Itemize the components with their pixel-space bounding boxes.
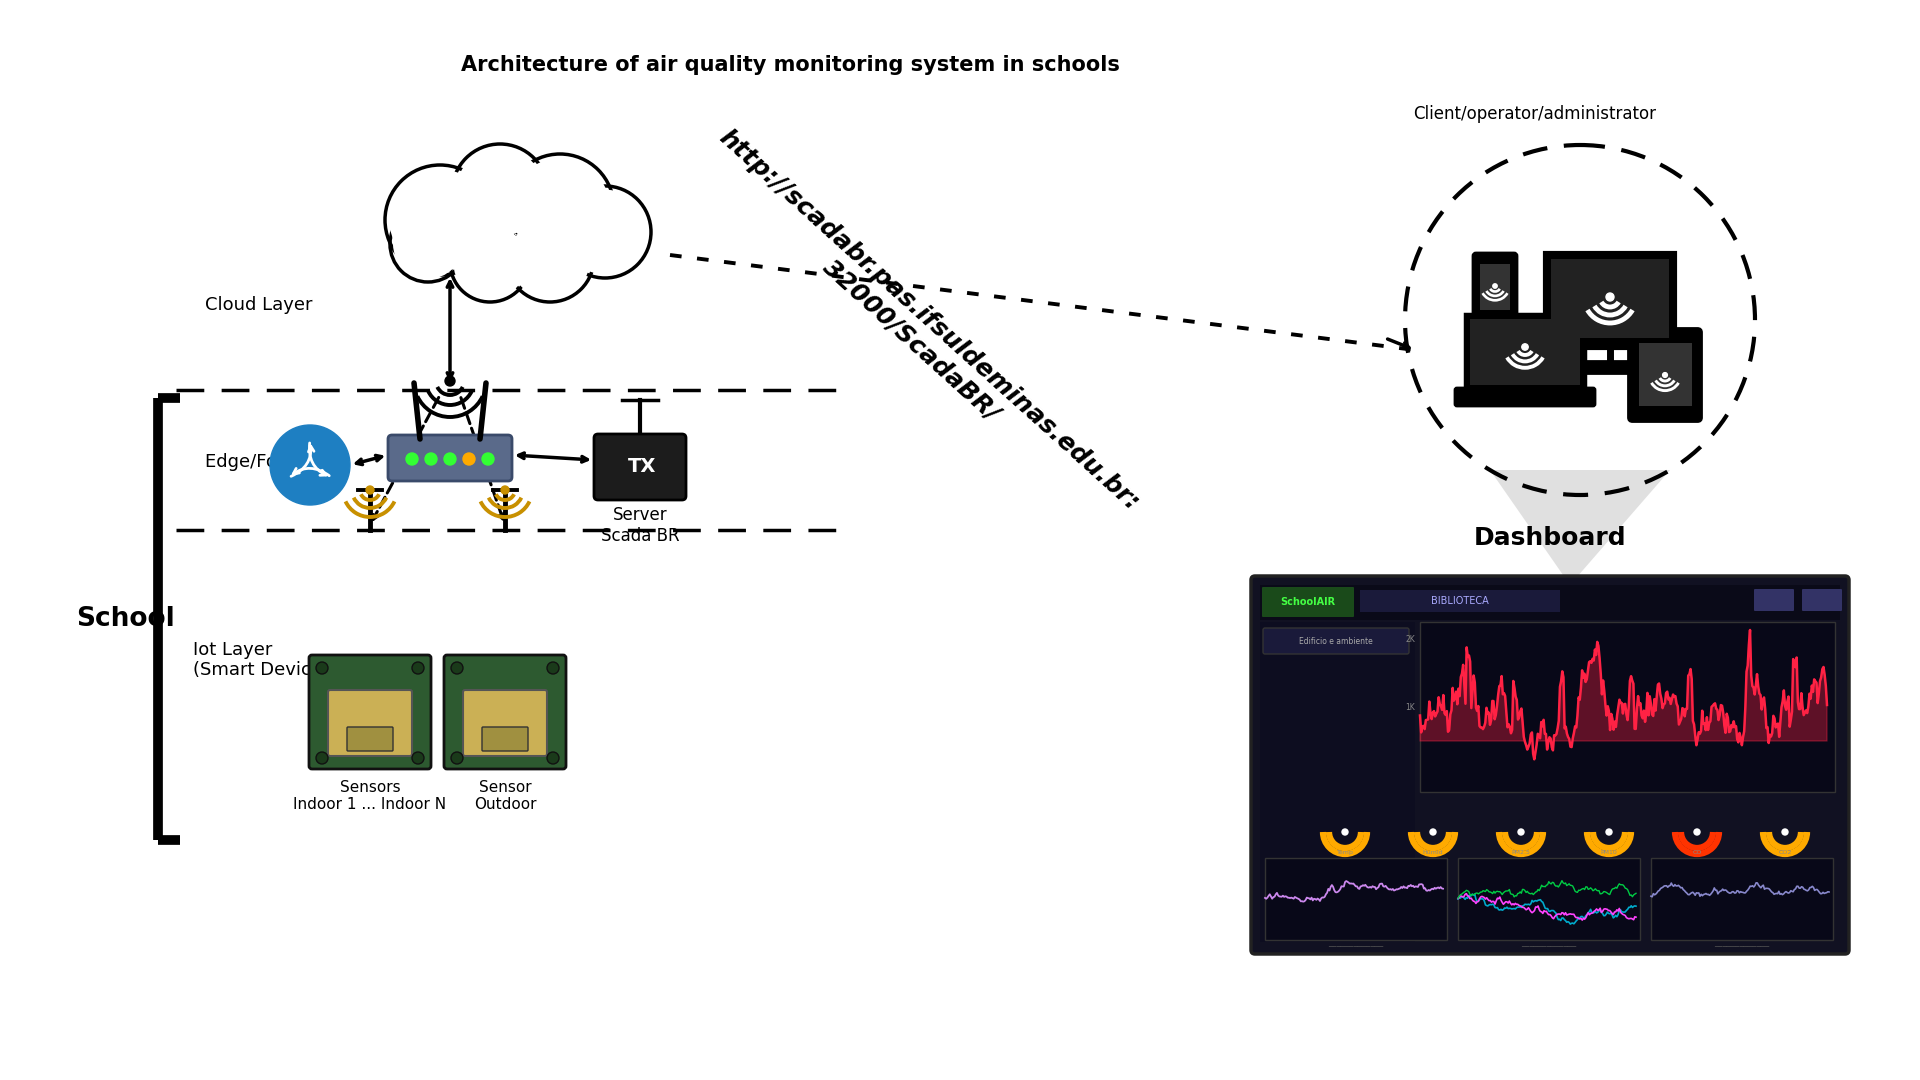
Text: 2K: 2K	[1405, 635, 1415, 645]
Circle shape	[367, 486, 374, 494]
Text: PM2.5: PM2.5	[1511, 850, 1530, 855]
Circle shape	[451, 144, 547, 240]
Circle shape	[559, 186, 651, 278]
Circle shape	[547, 662, 559, 674]
Circle shape	[509, 217, 591, 298]
Circle shape	[482, 453, 493, 465]
Text: School: School	[75, 606, 175, 632]
Text: Dashboard: Dashboard	[1475, 526, 1626, 550]
Circle shape	[507, 214, 593, 302]
FancyBboxPatch shape	[1651, 858, 1834, 940]
Text: TX: TX	[628, 458, 657, 476]
Circle shape	[1605, 829, 1613, 835]
Circle shape	[390, 206, 467, 282]
FancyBboxPatch shape	[1638, 342, 1692, 405]
Circle shape	[413, 662, 424, 674]
Text: BIBLIOTECA: BIBLIOTECA	[1430, 596, 1488, 606]
FancyBboxPatch shape	[1628, 328, 1701, 421]
Circle shape	[563, 190, 647, 274]
Text: ─────────────: ─────────────	[1715, 944, 1770, 950]
Text: Server
Scada BR: Server Scada BR	[601, 507, 680, 544]
Circle shape	[453, 226, 526, 299]
Circle shape	[390, 170, 492, 271]
Circle shape	[501, 486, 509, 494]
Text: 1K: 1K	[1405, 702, 1415, 712]
FancyBboxPatch shape	[444, 654, 566, 769]
Text: CO2: CO2	[1778, 850, 1791, 855]
Text: PM10: PM10	[1601, 850, 1617, 855]
Text: Cloud Layer: Cloud Layer	[205, 296, 313, 314]
Circle shape	[1663, 373, 1667, 377]
Circle shape	[405, 453, 419, 465]
FancyBboxPatch shape	[1551, 258, 1668, 337]
Circle shape	[413, 752, 424, 764]
Circle shape	[317, 662, 328, 674]
FancyBboxPatch shape	[1261, 588, 1354, 617]
FancyBboxPatch shape	[593, 434, 685, 500]
Circle shape	[449, 222, 530, 302]
FancyBboxPatch shape	[1457, 858, 1640, 940]
Circle shape	[1693, 829, 1699, 835]
Text: ─────────────: ─────────────	[1521, 944, 1576, 950]
Text: http://scadabr.pas.ifsuldeminas.edu.br:
32000/ScadaBR/: http://scadabr.pas.ifsuldeminas.edu.br: …	[697, 124, 1144, 536]
Text: Edge/Fog Layer: Edge/Fog Layer	[205, 453, 344, 471]
Circle shape	[451, 752, 463, 764]
Circle shape	[1523, 343, 1528, 350]
Circle shape	[1605, 293, 1615, 301]
FancyBboxPatch shape	[463, 690, 547, 756]
Text: CO: CO	[1692, 850, 1701, 855]
Text: Temp: Temp	[1336, 850, 1354, 855]
Circle shape	[386, 165, 495, 275]
FancyBboxPatch shape	[1473, 253, 1517, 327]
Circle shape	[455, 148, 543, 237]
Text: ─────────────: ─────────────	[1329, 944, 1384, 950]
Circle shape	[451, 662, 463, 674]
Text: Client/operator/administrator: Client/operator/administrator	[1413, 105, 1657, 123]
Circle shape	[1494, 284, 1498, 288]
FancyBboxPatch shape	[1252, 576, 1849, 954]
Text: SchoolAIR: SchoolAIR	[1281, 597, 1336, 607]
FancyBboxPatch shape	[1465, 314, 1586, 390]
Circle shape	[1430, 829, 1436, 835]
Circle shape	[1519, 829, 1524, 835]
FancyBboxPatch shape	[1455, 388, 1596, 406]
Circle shape	[511, 159, 611, 258]
Text: Edificio e ambiente: Edificio e ambiente	[1300, 636, 1373, 646]
FancyBboxPatch shape	[1421, 622, 1836, 792]
Text: Sensor
Outdoor: Sensor Outdoor	[474, 780, 536, 812]
FancyBboxPatch shape	[388, 435, 513, 481]
FancyBboxPatch shape	[1471, 319, 1580, 384]
Circle shape	[1782, 829, 1788, 835]
FancyBboxPatch shape	[1580, 362, 1640, 374]
FancyBboxPatch shape	[1359, 590, 1559, 612]
Text: Humid: Humid	[1423, 850, 1444, 855]
FancyBboxPatch shape	[348, 727, 394, 751]
Circle shape	[1342, 829, 1348, 835]
FancyBboxPatch shape	[1803, 589, 1841, 611]
Text: Iot Layer
(Smart Devices): Iot Layer (Smart Devices)	[194, 640, 338, 679]
FancyBboxPatch shape	[482, 727, 528, 751]
FancyBboxPatch shape	[1546, 253, 1674, 348]
FancyBboxPatch shape	[1260, 585, 1839, 620]
FancyBboxPatch shape	[1265, 858, 1448, 940]
Circle shape	[445, 376, 455, 386]
Circle shape	[444, 453, 457, 465]
Polygon shape	[1490, 470, 1670, 585]
Text: Architecture of air quality monitoring system in schools: Architecture of air quality monitoring s…	[461, 55, 1119, 75]
Circle shape	[547, 752, 559, 764]
Text: Sensors
Indoor 1 ... Indoor N: Sensors Indoor 1 ... Indoor N	[294, 780, 447, 812]
FancyBboxPatch shape	[1755, 589, 1793, 611]
Circle shape	[317, 752, 328, 764]
FancyBboxPatch shape	[309, 654, 430, 769]
Circle shape	[463, 453, 474, 465]
Circle shape	[507, 154, 614, 262]
Circle shape	[271, 426, 349, 505]
FancyBboxPatch shape	[1480, 264, 1509, 310]
Circle shape	[424, 453, 438, 465]
FancyBboxPatch shape	[1260, 622, 1415, 942]
Circle shape	[394, 210, 463, 279]
FancyBboxPatch shape	[1263, 627, 1409, 654]
FancyBboxPatch shape	[328, 690, 413, 756]
